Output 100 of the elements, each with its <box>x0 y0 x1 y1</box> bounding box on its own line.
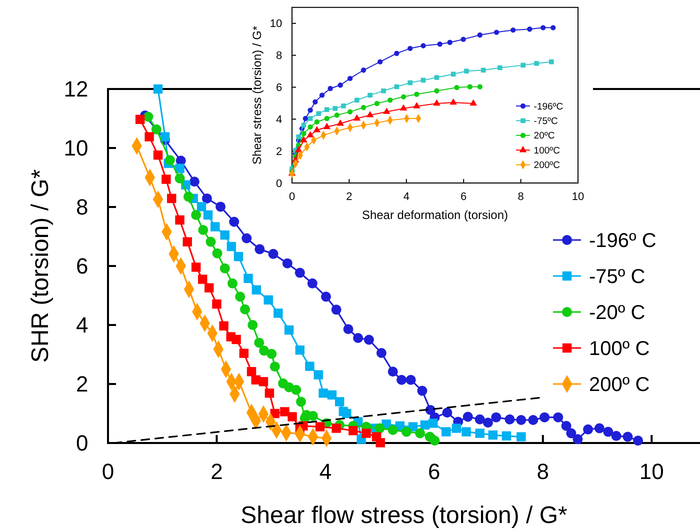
point <box>202 193 212 204</box>
x-tick-label: 10 <box>639 459 664 484</box>
point <box>388 425 398 436</box>
point <box>212 248 222 258</box>
legend-label: -20º C <box>589 302 646 324</box>
point <box>408 46 413 52</box>
point <box>488 430 498 440</box>
point <box>338 82 343 88</box>
point <box>417 386 428 396</box>
legend-label: -75º C <box>589 266 646 288</box>
point <box>414 92 420 97</box>
point <box>144 132 154 142</box>
point <box>248 320 258 330</box>
point <box>462 427 471 436</box>
point <box>434 88 440 94</box>
point <box>258 377 268 386</box>
point <box>266 348 277 359</box>
point <box>376 438 385 448</box>
point <box>280 407 290 416</box>
point <box>510 27 516 33</box>
point <box>318 388 328 398</box>
point <box>319 92 325 98</box>
point <box>502 431 512 441</box>
point <box>442 408 452 418</box>
point <box>527 26 532 32</box>
y-tick-label: 0 <box>76 430 88 456</box>
point <box>611 430 622 441</box>
legend-label: 100º C <box>589 338 650 360</box>
point <box>246 367 256 376</box>
y-axis-title: Shear stress (torsion) / G* <box>250 26 264 165</box>
point <box>550 25 556 30</box>
legend-label: -75ºC <box>534 116 558 128</box>
point <box>135 114 145 124</box>
point <box>282 258 292 268</box>
point <box>313 126 321 132</box>
point <box>296 396 306 407</box>
point <box>504 414 515 424</box>
point <box>254 338 264 348</box>
point <box>153 150 163 160</box>
point <box>477 84 482 90</box>
point <box>583 424 594 434</box>
point <box>368 92 372 98</box>
point <box>381 88 386 94</box>
point <box>475 428 484 438</box>
x-axis-title: Shear deformation (torsion) <box>362 208 508 222</box>
point <box>413 102 420 108</box>
x-tick-label: 8 <box>518 191 524 203</box>
point <box>347 76 353 82</box>
point <box>342 408 352 418</box>
point <box>252 285 262 295</box>
point <box>264 295 273 305</box>
point <box>353 114 361 121</box>
point <box>549 59 554 64</box>
y-tick-label: 6 <box>276 82 282 94</box>
point <box>450 98 457 105</box>
point <box>520 62 526 68</box>
point <box>305 362 314 371</box>
point <box>454 84 460 90</box>
point <box>428 418 438 428</box>
x-tick-label: 0 <box>102 459 114 484</box>
point <box>360 68 366 73</box>
point <box>622 432 633 442</box>
y-tick-label: 2 <box>76 372 88 397</box>
point <box>331 304 342 315</box>
point <box>229 216 240 227</box>
y-tick-label: 4 <box>76 312 88 338</box>
point <box>153 84 163 94</box>
point <box>316 111 321 116</box>
y-axis-title: SHR (torsion) / G* <box>27 169 54 363</box>
legend-label: 20ºC <box>534 130 555 142</box>
point <box>314 119 320 124</box>
point <box>434 75 440 80</box>
point <box>234 252 244 262</box>
legend-label: -196º C <box>589 230 656 252</box>
point <box>401 426 412 437</box>
point <box>226 242 236 252</box>
point <box>308 108 313 113</box>
point <box>553 412 564 422</box>
point <box>198 225 208 235</box>
point <box>162 174 171 184</box>
point <box>464 68 469 74</box>
point <box>324 107 330 112</box>
point <box>420 43 426 48</box>
legend-label: 200º C <box>589 374 650 396</box>
point <box>594 423 604 434</box>
point <box>534 61 539 66</box>
point <box>460 36 466 42</box>
point <box>160 132 170 142</box>
point <box>447 40 452 45</box>
point <box>336 119 344 126</box>
y-tick-label: 10 <box>64 136 88 161</box>
point <box>294 268 305 278</box>
point <box>239 348 249 358</box>
x-tick-label: 0 <box>288 191 296 203</box>
point <box>288 412 297 422</box>
point <box>633 436 644 446</box>
point <box>348 426 358 436</box>
y-tick-label: 12 <box>64 76 88 102</box>
point <box>394 50 400 56</box>
point <box>433 99 440 106</box>
